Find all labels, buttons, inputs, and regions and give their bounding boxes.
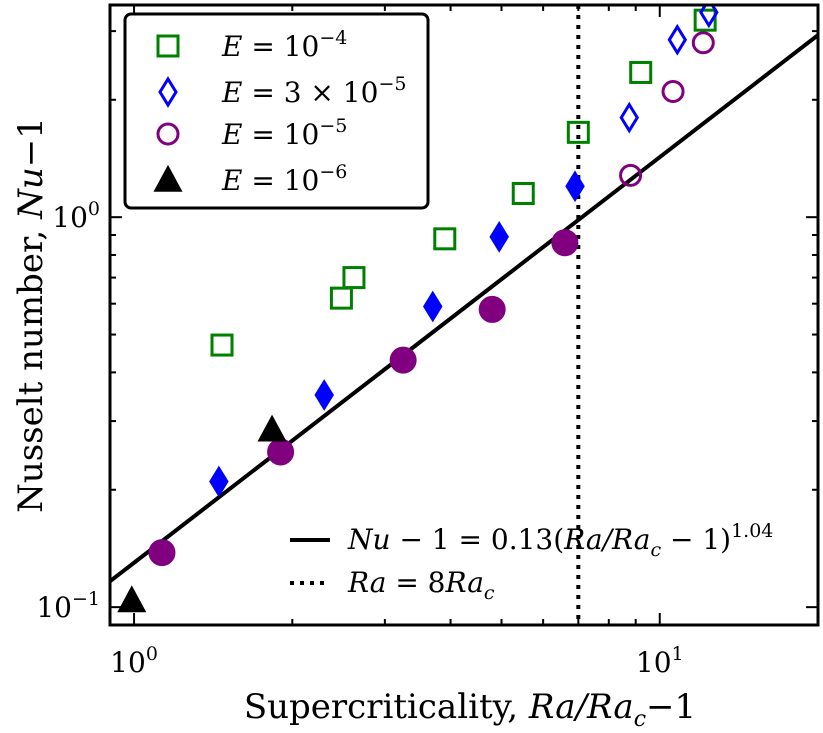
data-point-circle-2-5 (619, 163, 643, 187)
axes-frame (108, 3, 820, 627)
legend-eq: = (242, 118, 283, 151)
data-point-square-0-4 (511, 182, 535, 206)
data-point-circle-2-6 (661, 80, 685, 104)
x-tick-base: 10 (636, 646, 672, 679)
legend-fit-label: Nu − 1 = 0.13(Ra/Rac − 1)1.04 (347, 520, 773, 561)
legend-layer: E = 10−4E = 3 × 10−5E = 10−5E = 10−6Nu −… (123, 12, 773, 604)
data-point-square-0-1 (329, 286, 353, 310)
x-axis-label: Supercriticality, Ra/Rac−1 (244, 687, 696, 732)
x-axis-label-suffix: −1 (646, 687, 696, 727)
y-axis-label-prefix: Nusselt number, (11, 219, 51, 513)
legend-exp: −4 (319, 27, 347, 49)
data-point-diamond-1-6 (667, 23, 688, 56)
legend-var-E: E (221, 164, 242, 197)
data-point-diamond-1-7 (699, 5, 719, 29)
y-axis-label-var: Nu (11, 167, 51, 220)
fit-label-eq: − 1 = 0.13( (391, 523, 565, 556)
vline-label-ra: Ra (347, 566, 386, 599)
fit-label-mid: − 1) (661, 523, 731, 556)
data-point-triangle-3-1 (257, 414, 287, 442)
legend-eq: = (242, 164, 283, 197)
legend-marker-circle (156, 122, 180, 146)
legend-base: 10 (343, 76, 379, 109)
legend-marker-diamond (158, 76, 178, 108)
legend-entry-label: E = 10−6 (221, 161, 347, 197)
legend-eq: = (242, 30, 283, 63)
legend-var-E: E (221, 118, 242, 151)
legend-marker-square (156, 34, 180, 58)
legend-marker-triangle (153, 164, 183, 192)
y-tick-exp: 0 (88, 198, 100, 220)
data-point-circle-2-3 (478, 295, 506, 323)
fit-label-nu: Nu (347, 523, 391, 556)
legend-exp: −5 (319, 115, 347, 137)
data-point-square-0-7 (693, 8, 717, 32)
x-tick-label: 100 (110, 643, 158, 679)
legend-exp: −6 (319, 161, 347, 183)
data-point-circle-2-2 (389, 346, 417, 374)
data-point-triangle-3-0 (117, 585, 147, 613)
data-point-diamond-1-4 (565, 170, 585, 203)
y-tick-label: 10−1 (36, 588, 100, 624)
fit-label-exp: 1.04 (731, 520, 773, 542)
legend-eq: = 3 × (242, 76, 342, 109)
legend-var-E: E (221, 30, 242, 63)
data-point-square-0-6 (629, 60, 653, 84)
fit-line (110, 33, 818, 583)
legend-base: 10 (284, 118, 320, 151)
y-tick-label: 100 (52, 198, 100, 234)
y-tick-base: 10 (52, 201, 88, 234)
legend-base: 10 (284, 30, 320, 63)
legend-var-E: E (221, 76, 242, 109)
legend-entry-label: E = 10−5 (221, 115, 347, 151)
data-point-diamond-1-5 (619, 101, 640, 134)
vline-label-eq: = 8 (386, 566, 445, 599)
legend-base: 10 (284, 164, 320, 197)
fit-label-sub: c (650, 539, 661, 561)
legend-entry-label: E = 3 × 10−5 (221, 73, 406, 109)
plot-content (110, 5, 818, 625)
data-point-circle-2-4 (551, 229, 579, 257)
x-tick-base: 10 (110, 646, 146, 679)
data-point-square-0-3 (433, 227, 457, 251)
data-point-circle-2-7 (691, 31, 715, 55)
data-point-circle-2-1 (267, 438, 295, 466)
vline-label-sub: c (484, 582, 495, 604)
legend-exp: −5 (378, 73, 406, 95)
x-tick-exp: 1 (672, 643, 684, 665)
y-axis-label: Nusselt number, Nu−1 (11, 117, 51, 513)
x-tick-label: 101 (636, 643, 684, 679)
vline-label-rac: Ra (445, 566, 484, 599)
data-point-diamond-1-1 (314, 379, 334, 411)
data-point-square-0-0 (210, 333, 234, 357)
data-point-diamond-1-0 (209, 465, 229, 498)
x-axis-label-prefix: Supercriticality, (244, 687, 529, 727)
y-tick-base: 10 (36, 591, 72, 624)
legend-entry-label: E = 10−4 (221, 27, 347, 63)
data-point-diamond-1-3 (489, 221, 509, 253)
y-axis-label-suffix: −1 (11, 117, 51, 167)
y-tick-exp: −1 (72, 588, 100, 610)
legend-box (123, 12, 430, 210)
data-point-square-0-2 (342, 266, 366, 290)
data-point-diamond-1-2 (422, 290, 443, 323)
x-axis-label-sub: c (634, 707, 646, 732)
legend-vline-label: Ra = 8Rac (347, 566, 495, 604)
fit-label-ra: Ra/Ra (563, 523, 650, 556)
x-axis-label-var: Ra/Ra (528, 687, 634, 727)
data-point-square-0-5 (566, 120, 590, 144)
data-point-circle-2-0 (148, 539, 176, 567)
x-tick-exp: 0 (146, 643, 158, 665)
